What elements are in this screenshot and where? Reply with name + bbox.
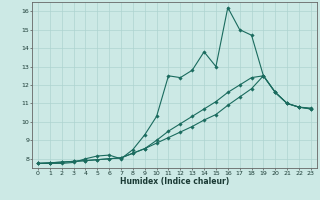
X-axis label: Humidex (Indice chaleur): Humidex (Indice chaleur) <box>120 177 229 186</box>
